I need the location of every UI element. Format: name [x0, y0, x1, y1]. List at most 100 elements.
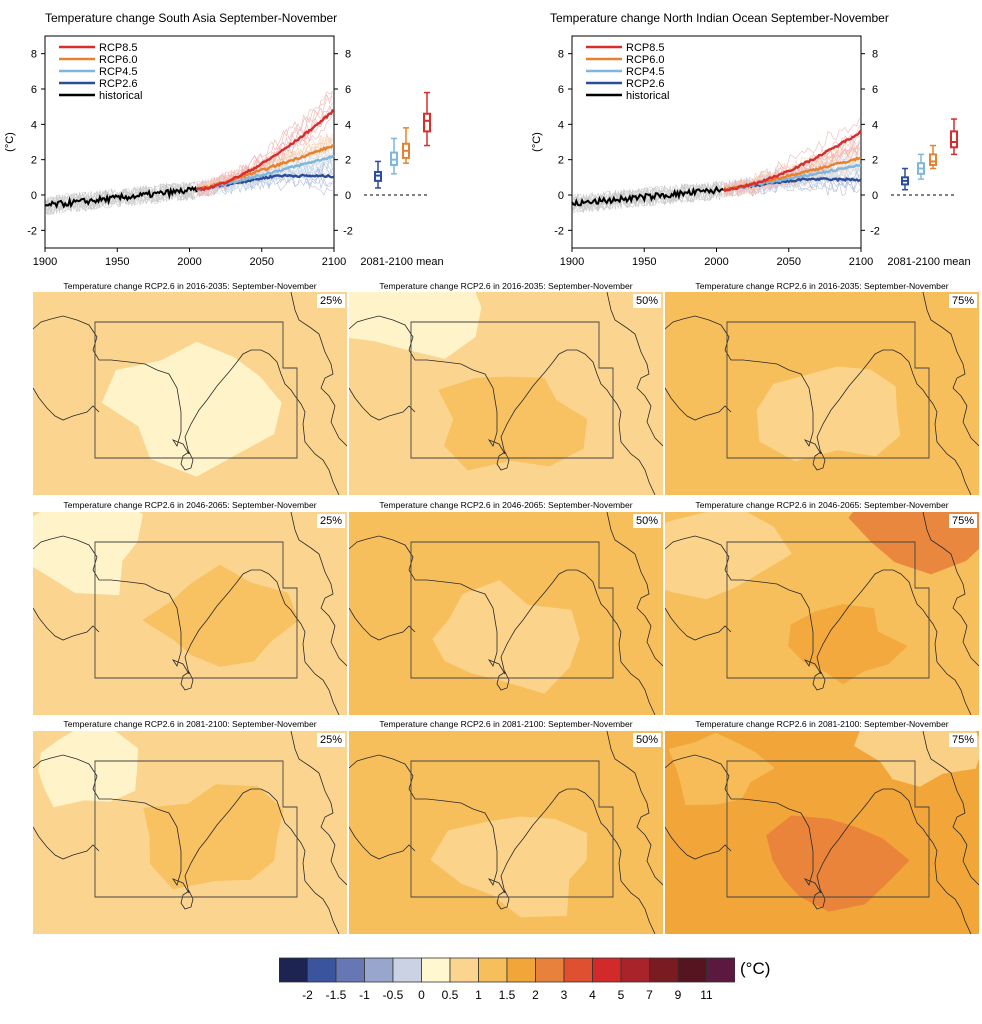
map-panel: 50%	[349, 731, 663, 934]
ytick-label-right: 6	[872, 84, 878, 96]
box-rcp26	[374, 160, 382, 189]
percentile-label: 25%	[316, 514, 345, 528]
coastline	[290, 731, 347, 886]
scenario-member	[723, 165, 860, 194]
ytick-label-right: 2	[345, 155, 351, 167]
map-panel: 75%	[665, 512, 979, 715]
percentile-label: 50%	[632, 514, 661, 528]
map-panel: 25%	[33, 731, 347, 934]
region-box	[94, 321, 298, 459]
map-title: Temperature change RCP2.6 in 2081-2100: …	[379, 719, 633, 729]
percentile-label: 75%	[948, 514, 977, 528]
coastline	[33, 387, 100, 421]
map-svg	[33, 731, 347, 934]
mean-line-rcp60	[195, 144, 335, 191]
scenario-member	[723, 176, 860, 196]
coastline	[33, 535, 340, 715]
scenario-member	[723, 151, 860, 198]
contour-region	[788, 604, 908, 685]
ytick-label: -2	[554, 225, 564, 237]
map-svg	[665, 512, 979, 715]
coastline	[665, 315, 972, 495]
scenario-member	[196, 102, 333, 196]
colorbar-segment	[563, 957, 593, 983]
colorbar-segment	[649, 957, 679, 983]
box-iqr	[423, 112, 431, 133]
map-svg	[33, 512, 347, 715]
map-title: Temperature change RCP2.6 in 2016-2035: …	[63, 281, 317, 291]
mean-line-rcp85	[196, 108, 335, 192]
ytick-label: 8	[31, 49, 37, 61]
box-rcp60	[402, 127, 410, 164]
region-box	[726, 321, 930, 459]
map-panel: 75%	[665, 292, 979, 495]
ytick-label: 6	[31, 84, 37, 96]
xtick-label: 1950	[105, 256, 129, 268]
percentile-label: 25%	[316, 733, 345, 747]
contour-region	[143, 784, 284, 890]
contour-region	[430, 816, 588, 918]
plot-frame	[571, 35, 862, 249]
sri-lanka-outline	[180, 890, 194, 910]
xtick-label: 2050	[250, 256, 274, 268]
ytick-label: 6	[558, 84, 564, 96]
percentile-label: 25%	[316, 294, 345, 308]
colorbar-segment	[421, 957, 451, 983]
coastline	[606, 292, 663, 447]
colorbar-tick-label: 1.5	[498, 988, 516, 1002]
mean-line-rcp85	[722, 129, 862, 193]
contour-region	[33, 512, 143, 596]
box-rcp45	[390, 137, 398, 175]
ytick-label-right: 2	[872, 155, 878, 167]
colorbar-segment	[706, 957, 735, 983]
plot-frame	[44, 35, 335, 249]
timeseries-charts: Temperature change South Asia September-…	[4, 11, 971, 268]
colorbar-tick-label: 5	[617, 988, 625, 1002]
box-rcp60	[929, 144, 937, 170]
ensemble-members	[44, 91, 333, 216]
colorbar-segment	[592, 957, 622, 983]
ytick-label-right: 0	[345, 190, 351, 202]
timeseries-panel-1: Temperature change South Asia September-…	[4, 11, 444, 268]
colorbar-tick-label: -1.5	[325, 988, 347, 1002]
coastline	[349, 315, 656, 495]
contour-region	[38, 731, 138, 808]
coastline	[665, 826, 732, 860]
scenario-member	[196, 113, 333, 198]
scenario-member	[723, 138, 860, 193]
contour-region	[432, 580, 580, 694]
historical-mean-line	[571, 185, 725, 207]
scenario-member	[196, 141, 333, 194]
coastline	[922, 731, 979, 886]
legend-label: RCP2.6	[99, 78, 138, 90]
historical-member	[44, 181, 196, 213]
scenario-member	[723, 141, 860, 198]
sri-lanka-outline	[496, 671, 510, 691]
box-rcp85	[950, 118, 958, 156]
box-rcp45	[917, 153, 925, 180]
xtick-label: 2050	[777, 256, 801, 268]
colorbar-segment	[535, 957, 565, 983]
coastline	[290, 292, 347, 447]
map-title: Temperature change RCP2.6 in 2081-2100: …	[695, 719, 949, 729]
colorbar-segment	[335, 957, 365, 983]
y-axis-label: (°C)	[531, 132, 543, 152]
map-title: Temperature change RCP2.6 in 2081-2100: …	[63, 719, 317, 729]
region-box	[726, 541, 930, 679]
coastline	[665, 535, 972, 715]
xtick-label: 1950	[632, 256, 656, 268]
ytick-label-right: 0	[872, 190, 878, 202]
ytick-label: 2	[31, 155, 37, 167]
region-box	[410, 760, 614, 898]
sri-lanka-outline	[812, 451, 826, 471]
historical-mean-line	[44, 185, 198, 210]
scenario-member	[723, 141, 860, 196]
colorbar-segment	[307, 957, 337, 983]
ytick-label-right: -2	[870, 225, 880, 237]
colorbar-segment	[279, 957, 308, 983]
colorbar-tick-label: 0	[418, 988, 425, 1002]
legend-label: RCP6.0	[99, 54, 138, 66]
ytick-label: 0	[558, 190, 564, 202]
colorbar-segment	[364, 957, 394, 983]
